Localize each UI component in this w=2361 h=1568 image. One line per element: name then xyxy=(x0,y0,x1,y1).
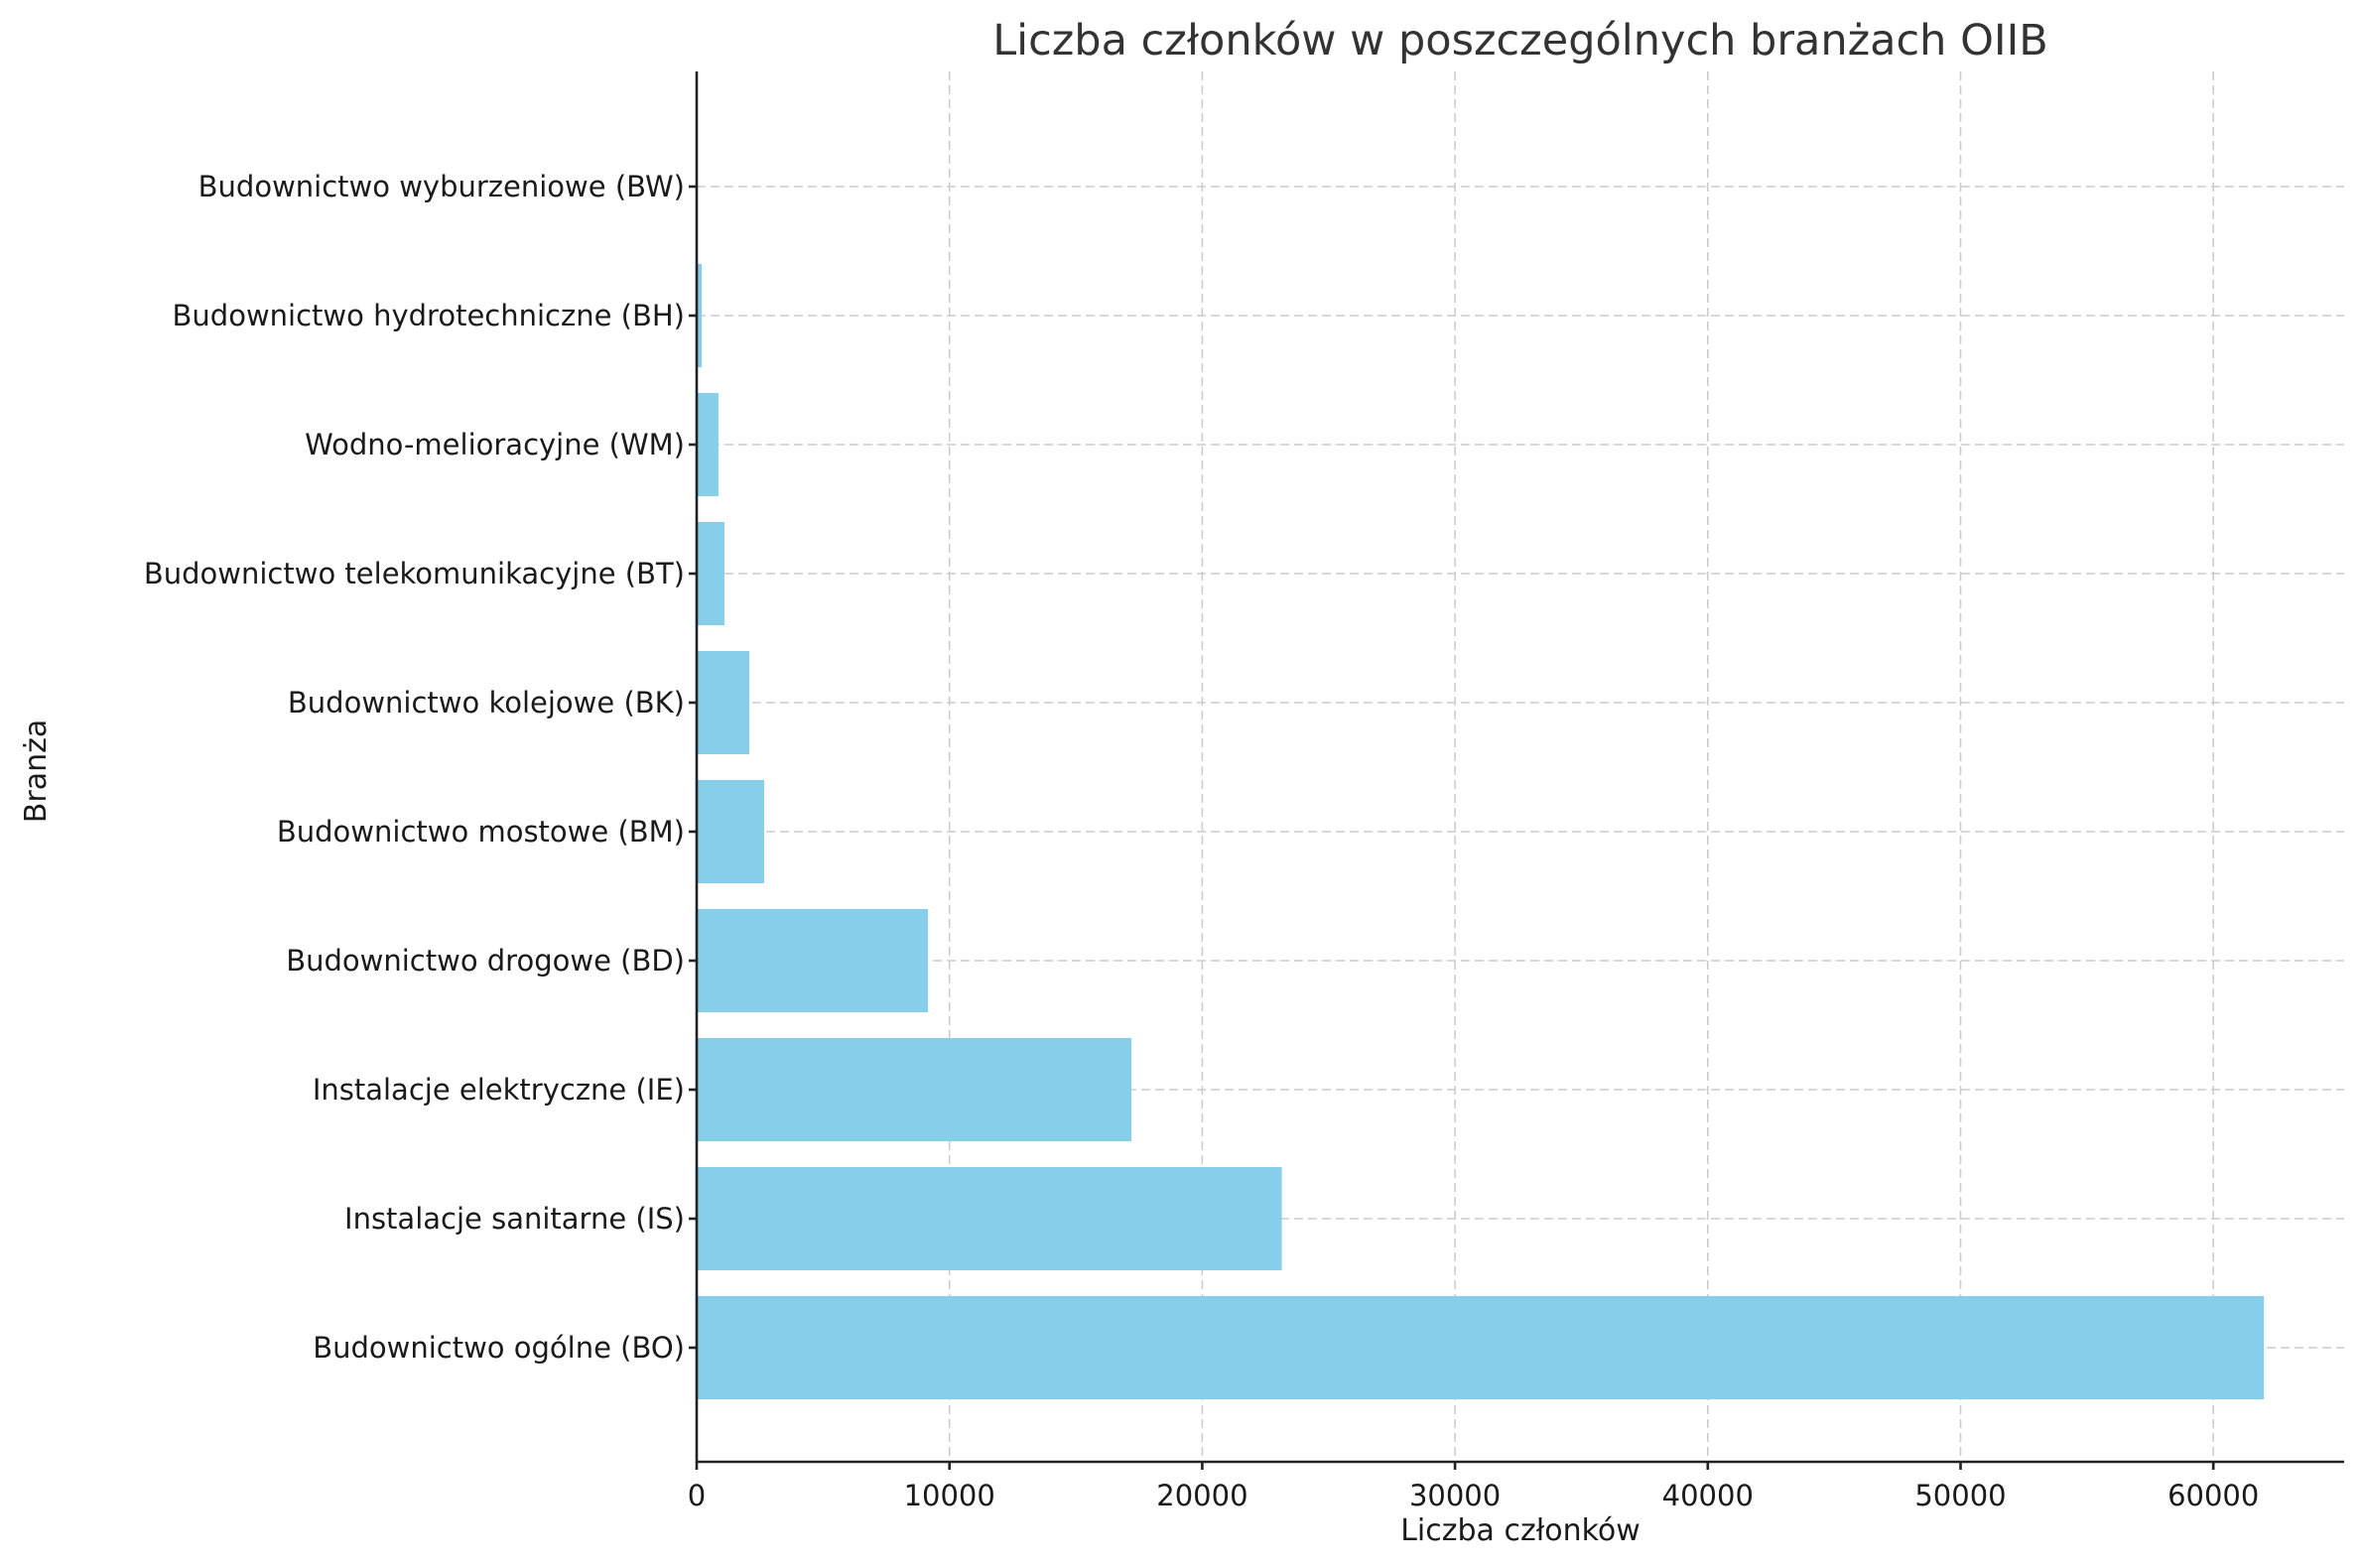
bar xyxy=(697,1038,1132,1141)
x-tick-label: 30000 xyxy=(1409,1479,1501,1512)
y-tick-label: Instalacje elektryczne (IE) xyxy=(313,1073,685,1107)
y-tick-label: Budownictwo ogólne (BO) xyxy=(313,1331,685,1365)
y-axis-label: Branża xyxy=(19,719,54,823)
bars xyxy=(697,135,2265,1399)
bar xyxy=(697,909,929,1012)
y-tick-label: Budownictwo kolejowe (BK) xyxy=(288,686,685,719)
bar xyxy=(697,1167,1282,1270)
y-tick-label: Budownictwo mostowe (BM) xyxy=(277,815,685,849)
y-tick-label: Instalacje sanitarne (IS) xyxy=(344,1202,685,1236)
x-tick-label: 0 xyxy=(688,1479,706,1512)
chart-title: Liczba członków w poszczególnych branżac… xyxy=(992,16,2048,65)
x-tick-label: 40000 xyxy=(1662,1479,1754,1512)
x-tick-label: 10000 xyxy=(904,1479,995,1512)
x-tick-label: 20000 xyxy=(1156,1479,1247,1512)
y-tick-label: Budownictwo telekomunikacyjne (BT) xyxy=(144,557,685,590)
bar xyxy=(697,780,765,883)
bar xyxy=(697,1296,2265,1399)
y-tick-label: Wodno-melioracyjne (WM) xyxy=(305,428,685,461)
x-axis-label: Liczba członków xyxy=(1400,1513,1640,1548)
bar xyxy=(697,264,703,367)
bar xyxy=(697,522,725,625)
bar xyxy=(697,651,749,754)
y-axis-ticks: Budownictwo ogólne (BO) Instalacje sanita… xyxy=(144,170,697,1365)
x-axis-ticks: 0 10000 20000 30000 40000 50000 60000 xyxy=(688,1462,2259,1512)
y-tick-label: Budownictwo drogowe (BD) xyxy=(286,944,685,978)
x-tick-label: 60000 xyxy=(2167,1479,2259,1512)
x-tick-label: 50000 xyxy=(1914,1479,2006,1512)
bar xyxy=(697,393,719,496)
y-tick-label: Budownictwo hydrotechniczne (BH) xyxy=(173,299,685,332)
y-tick-label: Budownictwo wyburzeniowe (BW) xyxy=(198,170,685,203)
